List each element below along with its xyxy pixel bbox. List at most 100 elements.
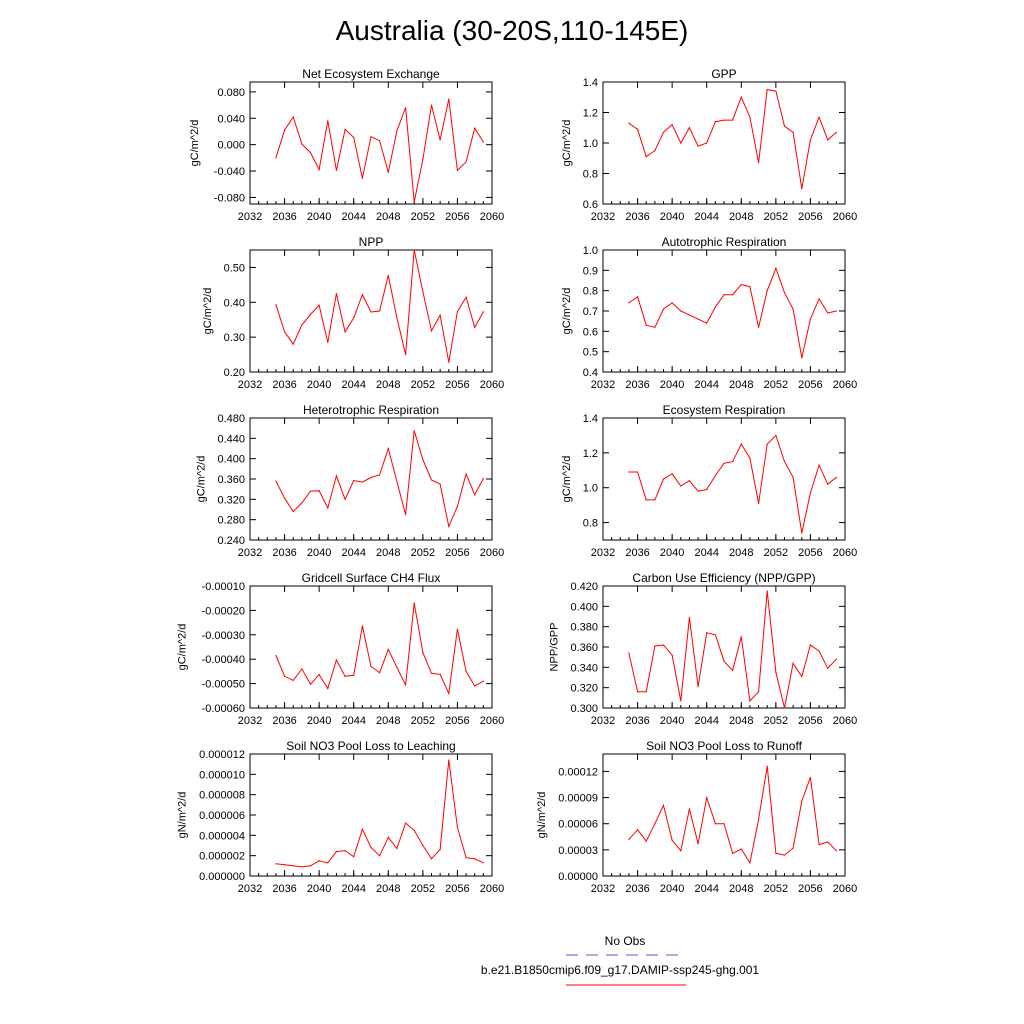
x-tick-label: 2036 <box>625 883 649 895</box>
data-point <box>456 505 459 508</box>
data-point <box>275 863 277 865</box>
y-axis-label: gC/m^2/d <box>561 288 573 335</box>
data-point <box>318 304 320 306</box>
data-point <box>301 143 303 145</box>
panel-6: Ecosystem Respiration 2032 2036 2040 2044 204… <box>561 403 857 559</box>
y-tick-label: 0.9 <box>583 265 598 277</box>
data-point <box>318 169 320 171</box>
y-axis-label: gC/m^2/d <box>561 120 573 167</box>
data-point <box>474 858 476 860</box>
data-point <box>335 292 338 295</box>
data-point <box>448 759 450 761</box>
data-point <box>387 447 389 450</box>
data-point <box>283 675 286 677</box>
data-point <box>757 818 760 820</box>
panel-title: Carbon Use Efficiency (NPP/GPP) <box>632 571 815 585</box>
y-tick-label: 0.6 <box>583 199 598 211</box>
data-point <box>801 675 803 678</box>
x-tick-label: 2052 <box>764 715 788 727</box>
y-tick-label: 0.20 <box>224 367 245 379</box>
y-tick-label: 0.320 <box>570 683 598 695</box>
legend: No Obs b.e21.B1850cmip6.f09_g17.DAMIP-ss… <box>481 934 759 986</box>
data-point <box>335 169 338 171</box>
data-point <box>827 312 829 314</box>
panels: Net Ecosystem Exchange 2032 2036 2040 2044 20… <box>177 67 858 895</box>
data-point <box>757 502 760 504</box>
data-point <box>370 665 372 668</box>
panel-5: Heterotrophic Respiration 2032 2036 2040 204… <box>196 403 505 559</box>
x-tick-label: 2052 <box>764 379 788 391</box>
data-point <box>379 474 381 476</box>
data-point <box>430 858 433 860</box>
y-tick-label: 0.5 <box>583 347 598 359</box>
data-point <box>818 650 820 652</box>
x-tick-label: 2040 <box>660 883 684 895</box>
data-point <box>792 662 794 664</box>
data-point <box>327 687 329 690</box>
data-point <box>732 119 734 121</box>
data-point <box>361 625 363 627</box>
data-point <box>474 685 476 687</box>
data-point <box>809 318 812 320</box>
y-tick-label: -0.00010 <box>202 581 245 593</box>
data-point <box>671 839 673 841</box>
data-point <box>628 652 630 654</box>
data-point <box>723 462 725 464</box>
data-point <box>688 480 691 482</box>
x-tick-label: 2044 <box>341 211 365 223</box>
x-tick-label: 2056 <box>798 211 822 223</box>
x-tick-label: 2060 <box>480 211 504 223</box>
panel-4: Autotrophic Respiration 2032 2036 2040 2044 2… <box>561 235 857 391</box>
x-tick-label: 2060 <box>833 715 857 727</box>
data-point <box>628 302 630 304</box>
data-point <box>835 658 837 660</box>
x-tick-label: 2060 <box>833 547 857 559</box>
x-tick-label: 2032 <box>238 883 262 895</box>
x-tick-label: 2048 <box>376 379 400 391</box>
data-point <box>387 274 389 277</box>
data-point <box>456 311 459 313</box>
y-axis-label: gC/m^2/d <box>177 624 189 671</box>
data-point <box>766 290 768 292</box>
data-point <box>404 513 407 516</box>
data-point <box>835 850 837 852</box>
y-tick-label: 0.480 <box>217 413 245 425</box>
panel-title: Net Ecosystem Exchange <box>302 67 440 81</box>
y-axis-label: gN/m^2/d <box>536 792 548 839</box>
data-point <box>361 294 363 296</box>
data-point <box>361 481 363 483</box>
x-tick-label: 2036 <box>272 883 296 895</box>
data-point <box>379 855 381 857</box>
y-tick-label: 1.2 <box>583 108 598 120</box>
data-point <box>474 127 476 129</box>
data-point <box>783 854 786 856</box>
data-point <box>482 680 484 682</box>
data-point <box>465 473 467 475</box>
y-tick-label: 1.0 <box>583 138 598 150</box>
y-tick-label: 0.50 <box>224 262 245 274</box>
data-point <box>706 142 708 144</box>
data-point <box>723 823 725 825</box>
data-point <box>344 849 346 852</box>
data-point <box>456 826 459 828</box>
data-point <box>749 862 751 864</box>
data-point <box>688 808 691 810</box>
data-point <box>645 840 647 842</box>
data-point <box>344 331 346 333</box>
data-point <box>628 122 630 124</box>
x-tick-label: 2048 <box>729 211 753 223</box>
data-point <box>353 856 355 858</box>
data-point <box>309 683 312 685</box>
data-point <box>809 644 812 646</box>
x-tick-label: 2060 <box>480 547 504 559</box>
x-tick-label: 2048 <box>729 715 753 727</box>
x-tick-label: 2044 <box>341 547 365 559</box>
data-point <box>680 700 682 702</box>
x-tick-label: 2032 <box>238 379 262 391</box>
y-tick-label: 1.0 <box>583 483 598 495</box>
legend-obs-label: No Obs <box>605 934 646 948</box>
y-tick-label: 1.4 <box>583 413 598 425</box>
series-line <box>275 760 484 868</box>
data-point <box>645 691 647 693</box>
data-point <box>645 324 647 326</box>
